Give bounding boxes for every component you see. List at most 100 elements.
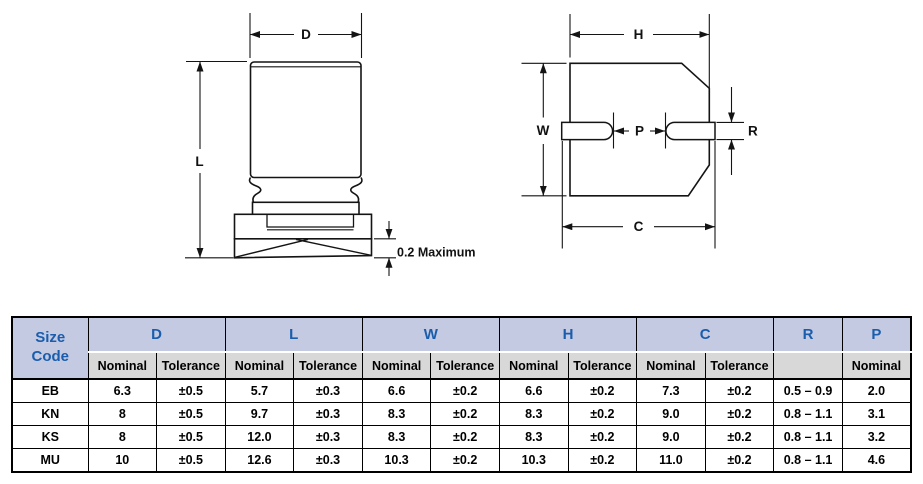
seating-plate-outline: [233, 238, 373, 259]
value-cell: 8.3: [498, 402, 569, 426]
dim-label-h: H: [634, 27, 644, 42]
seating-extension-lines: [374, 238, 396, 259]
value-cell: ±0.2: [430, 378, 500, 403]
p-tick-lines: [612, 112, 667, 149]
sub-header-tolerance: Tolerance: [293, 351, 363, 380]
value-cell: 8.3: [361, 425, 432, 449]
plate-cross-line-1: [234, 238, 309, 259]
size-code-header: Size Code: [11, 316, 89, 380]
table-row-kn: KN 8 ±0.5 9.7 ±0.3 8.3 ±0.2 8.3 ±0.2 9.0 ±0.2 0.8 –…: [11, 402, 912, 426]
value-cell: 6.3: [87, 378, 158, 403]
l-extension-lines: [185, 60, 247, 259]
sub-header-empty: [773, 351, 843, 380]
value-cell: 8.3: [498, 425, 569, 449]
table-row-mu: MU 10 ±0.5 12.6 ±0.3 10.3 ±0.2 10.3 ±0.2 11.0 ±0.2…: [11, 448, 912, 473]
dim-label-d: D: [301, 27, 311, 42]
sub-header-tolerance: Tolerance: [156, 351, 226, 380]
table-row-ks: KS 8 ±0.5 12.0 ±0.3 8.3 ±0.2 8.3 ±0.2 9.0 ±0.2 0.8 …: [11, 425, 912, 449]
value-cell: 9.0: [636, 402, 706, 426]
left-terminal-pad: [560, 121, 614, 141]
value-cell: 0.8 – 1.1: [773, 402, 843, 426]
value-cell: 7.3: [636, 378, 706, 403]
value-cell: 10: [87, 448, 158, 473]
value-cell: 5.7: [224, 378, 295, 403]
value-cell: ±0.2: [430, 402, 500, 426]
group-header-c: C: [636, 316, 775, 353]
value-cell: ±0.2: [704, 402, 775, 426]
size-code-cell: KS: [11, 425, 89, 449]
value-cell: ±0.2: [704, 448, 775, 473]
value-cell: 10.3: [498, 448, 569, 473]
base-notch: [266, 214, 355, 228]
dimension-table: Size Code D L W H C R P Nominal Tolerance Nominal To…: [11, 316, 912, 473]
value-cell: 9.7: [224, 402, 295, 426]
value-cell: ±0.2: [567, 402, 638, 426]
sub-header-nominal: Nominal: [841, 351, 912, 380]
value-cell: 8.3: [361, 402, 432, 426]
sub-header-nominal: Nominal: [636, 351, 706, 380]
sub-header-tolerance: Tolerance: [567, 351, 638, 380]
c-extension-lines: [561, 141, 716, 249]
size-code-cell: EB: [11, 378, 89, 403]
size-code-cell: MU: [11, 448, 89, 473]
dim-label-r: R: [748, 124, 758, 139]
sub-header-nominal: Nominal: [498, 351, 569, 380]
capacitor-pedestal: [251, 201, 360, 216]
seating-plane-note: 0.2 Maximum: [397, 246, 476, 260]
right-terminal-pad: [665, 121, 716, 141]
sub-header-tolerance: Tolerance: [704, 351, 775, 380]
value-cell: ±0.3: [293, 402, 363, 426]
value-cell: 6.6: [361, 378, 432, 403]
r-extension-lines: [716, 121, 744, 141]
sub-header-nominal: Nominal: [361, 351, 432, 380]
value-cell: ±0.5: [156, 402, 226, 426]
table-row-eb: EB 6.3 ±0.5 5.7 ±0.3 6.6 ±0.2 6.6 ±0.2 7.3 ±0.2 0.5…: [11, 378, 912, 403]
value-cell: ±0.3: [293, 448, 363, 473]
value-cell: 11.0: [636, 448, 706, 473]
value-cell: 4.6: [841, 448, 912, 473]
value-cell: 10.3: [361, 448, 432, 473]
group-header-l: L: [224, 316, 363, 353]
group-header-d: D: [87, 316, 226, 353]
value-cell: ±0.2: [704, 378, 775, 403]
value-cell: 3.1: [841, 402, 912, 426]
value-cell: 9.0: [636, 425, 706, 449]
group-header-p: P: [841, 316, 912, 353]
value-cell: 3.2: [841, 425, 912, 449]
dim-label-c: C: [634, 219, 644, 234]
capacitor-neck-right: [350, 177, 363, 203]
capacitor-side-view: [233, 61, 373, 259]
value-cell: 8: [87, 425, 158, 449]
sub-header-nominal: Nominal: [224, 351, 295, 380]
plate-cross-line-2: [295, 238, 372, 257]
value-cell: 12.6: [224, 448, 295, 473]
value-cell: ±0.2: [430, 448, 500, 473]
value-cell: ±0.2: [704, 425, 775, 449]
value-cell: 0.5 – 0.9: [773, 378, 843, 403]
capacitor-neck: [248, 177, 262, 203]
side-view-dimensions: [185, 13, 396, 276]
dimension-drawings: D L 0.2 Maximum H W P R C: [185, 13, 758, 276]
group-header-r: R: [773, 316, 843, 353]
size-code-cell: KN: [11, 402, 89, 426]
value-cell: 12.0: [224, 425, 295, 449]
value-cell: ±0.2: [567, 448, 638, 473]
dimension-table-container: Size Code D L W H C R P Nominal Tolerance Nominal To…: [11, 316, 912, 473]
group-header-w: W: [361, 316, 500, 353]
sub-header-nominal: Nominal: [87, 351, 158, 380]
value-cell: ±0.3: [293, 425, 363, 449]
sub-header-tolerance: Tolerance: [430, 351, 500, 380]
value-cell: 6.6: [498, 378, 569, 403]
dim-label-w: W: [537, 123, 550, 138]
capacitor-can-outline: [249, 61, 362, 179]
value-cell: ±0.5: [156, 378, 226, 403]
dim-label-l: L: [195, 154, 203, 169]
dim-label-p: P: [635, 124, 644, 139]
bottom-view-body-outline: [569, 62, 711, 197]
value-cell: ±0.2: [567, 378, 638, 403]
value-cell: ±0.2: [430, 425, 500, 449]
value-cell: 8: [87, 402, 158, 426]
value-cell: 0.8 – 1.1: [773, 448, 843, 473]
value-cell: ±0.5: [156, 425, 226, 449]
